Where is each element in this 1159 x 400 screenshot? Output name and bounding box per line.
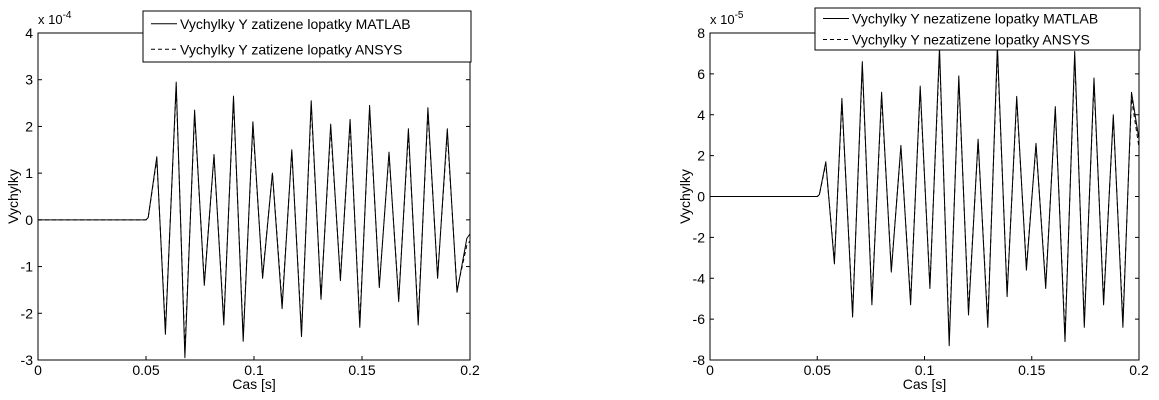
x-tick-label: 0 (34, 362, 42, 378)
multiplier-exponent: -4 (63, 10, 72, 21)
series-line-ansys (710, 50, 1140, 341)
y-tick-label: -6 (693, 311, 706, 327)
y-tick-label: 4 (697, 107, 705, 123)
y-tick-label: 4 (25, 25, 33, 41)
multiplier-exponent: -5 (735, 10, 744, 21)
y-tick-label: 3 (25, 72, 33, 88)
x-tick-label: 0.15 (348, 362, 375, 378)
y-tick-label: 8 (697, 25, 705, 41)
legend-entry-label: Vychylky Y nezatizene lopatky ANSYS (852, 32, 1090, 48)
y-axis-multiplier: x 10-4 (38, 10, 72, 27)
legend-entry-label: Vychylky Y nezatizene lopatky MATLAB (852, 11, 1098, 27)
x-axis-label: Cas [s] (232, 376, 276, 392)
y-tick-label: -1 (21, 259, 34, 275)
x-tick-label: 0.2 (1129, 362, 1149, 378)
legend-entry-label: Vychylky Y zatizene lopatky ANSYS (180, 41, 402, 57)
x-axis-label: Cas [s] (903, 376, 947, 392)
legend-box (142, 10, 472, 63)
chart-panel-right: 0 0.05 0.1 0.15 0.2 -8 -6 -4 -2 0 2 4 6 8 x 10-5 Cas [s… (677, 7, 1149, 392)
y-tick-label: 0 (25, 212, 33, 228)
y-tick-label: 2 (697, 148, 705, 164)
y-tick-label: 2 (25, 118, 33, 134)
y-axis-multiplier: x 10-5 (710, 10, 744, 27)
x-tick-label: 0.1 (915, 362, 935, 378)
series-line-matlab (710, 44, 1140, 347)
x-tick-label: 0.1 (244, 362, 264, 378)
chart-panel-left: 0 0.05 0.1 0.15 0.2 -3 -2 -1 0 1 2 3 4 x 10-4 Cas [s] V… (5, 10, 480, 392)
x-tick-label: 0.15 (1018, 362, 1045, 378)
legend-entry-label: Vychylky Y zatizene lopatky MATLAB (180, 16, 411, 32)
legend-box (814, 7, 1141, 51)
series-line-matlab (38, 81, 471, 359)
x-tick-label: 0.05 (132, 362, 159, 378)
y-tick-label: -2 (693, 229, 706, 245)
y-tick-label: -2 (21, 305, 34, 321)
y-tick-label: 1 (25, 165, 33, 181)
y-tick-label: -8 (693, 352, 706, 368)
x-tick-label: 0 (706, 362, 714, 378)
y-axis-label: Vychylky (5, 169, 21, 224)
series-line-ansys (38, 86, 471, 352)
multiplier-base: x 10 (38, 12, 63, 27)
y-tick-label: -3 (21, 352, 34, 368)
y-tick-label: 6 (697, 66, 705, 82)
x-tick-label: 0.2 (460, 362, 480, 378)
multiplier-base: x 10 (710, 12, 735, 27)
y-axis-label: Vychylky (677, 169, 693, 224)
x-tick-label: 0.05 (804, 362, 831, 378)
y-tick-label: 0 (697, 189, 705, 205)
y-tick-label: -4 (693, 270, 706, 286)
